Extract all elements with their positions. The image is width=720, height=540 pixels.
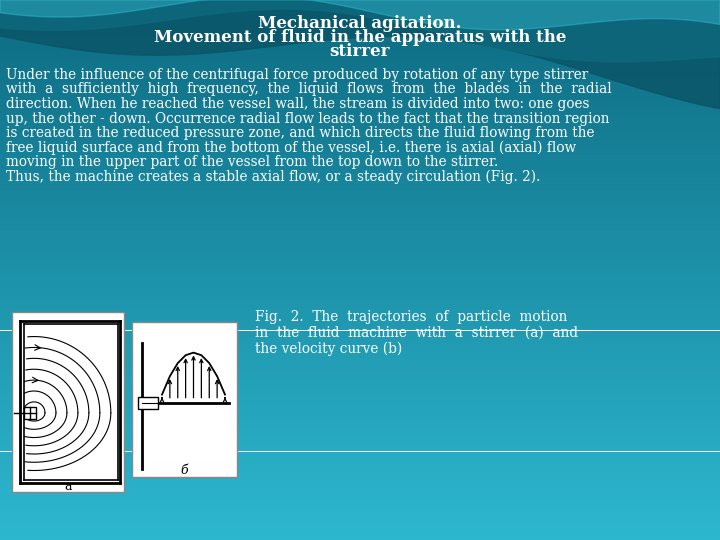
Text: Thus, the machine creates a stable axial flow, or a steady circulation (Fig. 2).: Thus, the machine creates a stable axial… <box>6 170 541 184</box>
Text: in  the  fluid  machine  with  a  stirrer  (a)  and: in the fluid machine with a stirrer (a) … <box>255 326 578 340</box>
Text: stirrer: stirrer <box>330 44 390 60</box>
Text: Fig.  2.  The  trajectories  of  particle  motion: Fig. 2. The trajectories of particle mot… <box>255 310 567 324</box>
Bar <box>132 322 237 477</box>
Text: free liquid surface and from the bottom of the vessel, i.e. there is axial (axia: free liquid surface and from the bottom … <box>6 140 576 155</box>
Text: up, the other - down. Occurrence radial flow leads to the fact that the transiti: up, the other - down. Occurrence radial … <box>6 111 610 125</box>
Text: direction. When he reached the vessel wall, the stream is divided into two: one : direction. When he reached the vessel wa… <box>6 97 590 111</box>
Text: а: а <box>64 480 72 492</box>
Text: Mechanical agitation.: Mechanical agitation. <box>258 16 462 32</box>
Bar <box>12 312 124 492</box>
Text: with  a  sufficiently  high  frequency,  the  liquid  flows  from  the  blades  : with a sufficiently high frequency, the … <box>6 83 612 97</box>
Text: Under the influence of the centrifugal force produced by rotation of any type st: Under the influence of the centrifugal f… <box>6 68 588 82</box>
Bar <box>138 396 158 409</box>
Bar <box>24 407 36 419</box>
Text: б: б <box>181 464 189 477</box>
Text: Movement of fluid in the apparatus with the: Movement of fluid in the apparatus with … <box>154 30 566 46</box>
Text: moving in the upper part of the vessel from the top down to the stirrer.: moving in the upper part of the vessel f… <box>6 155 498 169</box>
Text: is created in the reduced pressure zone, and which directs the fluid flowing fro: is created in the reduced pressure zone,… <box>6 126 595 140</box>
Text: the velocity curve (b): the velocity curve (b) <box>255 342 402 356</box>
